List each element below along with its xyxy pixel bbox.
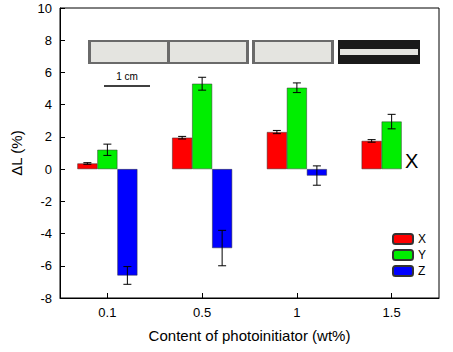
svg-text:-6: -6 [40, 258, 52, 273]
svg-text:X: X [418, 232, 426, 246]
svg-text:1.5: 1.5 [383, 305, 401, 320]
svg-text:Y: Y [418, 248, 426, 262]
svg-text:ΔL (%): ΔL (%) [8, 130, 25, 175]
svg-text:10: 10 [38, 1, 52, 16]
svg-text:-2: -2 [40, 194, 52, 209]
svg-text:1: 1 [293, 305, 300, 320]
svg-text:Z: Z [418, 264, 425, 278]
svg-text:-4: -4 [40, 226, 52, 241]
svg-text:6: 6 [45, 65, 52, 80]
svg-text:0.5: 0.5 [193, 305, 211, 320]
svg-text:X: X [405, 150, 418, 172]
svg-text:0.1: 0.1 [98, 305, 116, 320]
svg-text:8: 8 [45, 33, 52, 48]
svg-text:-8: -8 [40, 291, 52, 306]
svg-text:Content of photoinitiator (wt%: Content of photoinitiator (wt%) [149, 327, 351, 344]
svg-text:2: 2 [45, 129, 52, 144]
svg-text:1 cm: 1 cm [116, 71, 138, 82]
svg-text:4: 4 [45, 97, 52, 112]
svg-text:0: 0 [45, 162, 52, 177]
